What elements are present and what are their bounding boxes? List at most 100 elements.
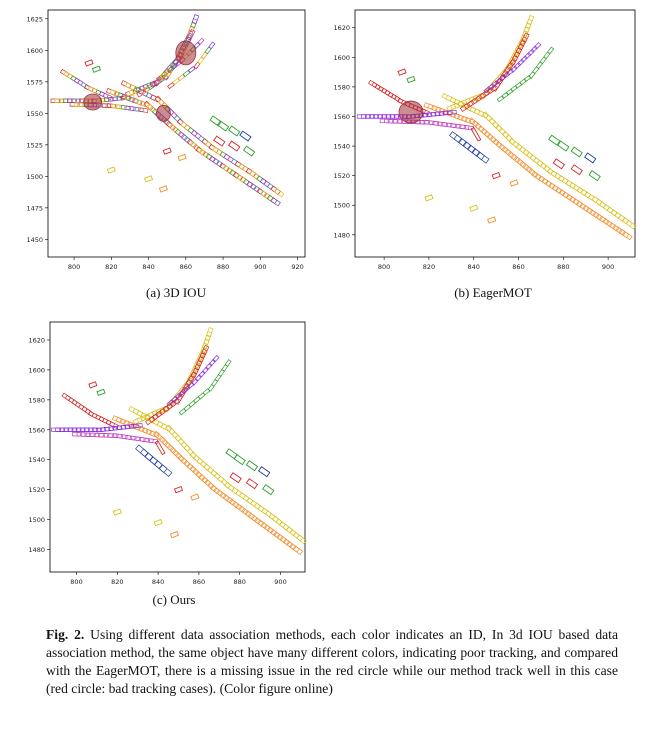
y-tick-label: 1450 [26,236,43,244]
object-box [84,59,94,67]
track-box [182,70,191,78]
track-box [85,432,95,438]
y-tick-label: 1500 [333,202,350,210]
track-box [116,104,126,110]
track-box [130,435,141,442]
track-box [134,106,144,113]
track-box [502,71,511,79]
track-box [621,230,633,241]
track-box [519,78,527,86]
plot-b: 800 820 840 860 880 900 1620 1600 1580 1560 1540 15… [333,9,637,271]
object-box [162,147,172,155]
red-track-mark [470,126,482,142]
track-box [273,187,285,198]
bad-tracking-circle [398,100,424,124]
track-box [487,83,495,91]
track-box [625,220,637,230]
track-box [170,395,179,403]
track-box [154,76,165,85]
track-box [547,46,555,55]
object-box [91,65,101,73]
track-box [139,86,150,96]
track-box [507,59,516,70]
track-box [442,122,452,128]
track-box [174,392,183,400]
track-box [384,118,394,124]
object-box [469,204,479,212]
object-box [112,508,122,516]
parked-car-box [216,120,230,132]
track-box [433,120,443,127]
track-box [206,327,214,337]
y-tick-label: 1540 [28,456,45,464]
track-box [167,82,175,90]
track-box [533,42,542,50]
track-box [94,432,104,438]
object-box [173,486,184,494]
track-box [446,109,457,116]
x-tick-label: 920 [291,263,303,271]
track-box [187,381,195,389]
track-box [498,74,507,82]
x-tick-label: 820 [423,263,435,271]
track-box [125,105,135,111]
track-box [475,92,486,102]
x-tick-label: 900 [274,578,286,586]
track-box [296,534,307,545]
y-tick-label: 1520 [333,172,350,180]
y-tick-label: 1575 [26,78,43,86]
track-box [112,433,122,439]
track-box [139,437,150,443]
track-box [505,88,514,96]
track-box [437,121,447,127]
object-box [424,194,434,202]
track-box [135,436,145,442]
track-box [483,87,494,97]
parked-car-box [548,134,561,146]
track-box [191,14,200,24]
object-box [397,68,407,76]
track-box [526,14,535,25]
track-box [424,119,434,126]
track-box [166,399,175,407]
object-box [144,175,154,183]
track-box [467,98,478,107]
parked-car-box [570,164,583,176]
parked-car-box [242,145,256,157]
track-box [459,103,470,112]
track-box [74,102,84,107]
track-box [487,85,498,94]
track-box [460,124,470,130]
track-box [379,118,389,124]
track-box [455,123,465,130]
track-box [176,391,186,401]
track-box [108,433,118,438]
track-box [132,423,143,429]
track-box [514,81,523,89]
track-box [388,118,398,124]
track-box [151,78,161,88]
red-track-mark [154,440,166,456]
panel-a: 800 820 840 860 880 900 920 1625 1600 1575 1550 152… [0,0,320,300]
track-box [163,68,171,76]
track-box [523,52,532,60]
track-box [124,94,135,100]
y-tick-label: 1580 [28,396,45,404]
track-box [162,403,173,413]
y-tick-label: 1475 [26,204,43,212]
track-box [106,103,116,109]
track-box [182,385,191,393]
x-tick-label: 880 [234,578,246,586]
track-box [501,91,509,99]
plot-c: 800 820 840 860 880 900 1620 1600 1580 1560 1540 15… [28,321,307,586]
object-box [169,530,179,539]
parked-car-box [213,135,226,147]
track-box [90,432,100,438]
track-box [517,58,525,67]
plot-b-axes [354,9,636,258]
bad-tracking-circle [175,40,197,66]
parked-car-box [209,115,222,127]
x-tick-label: 880 [557,263,569,271]
parked-car-box [228,140,241,152]
y-tick-label: 1550 [26,110,43,118]
